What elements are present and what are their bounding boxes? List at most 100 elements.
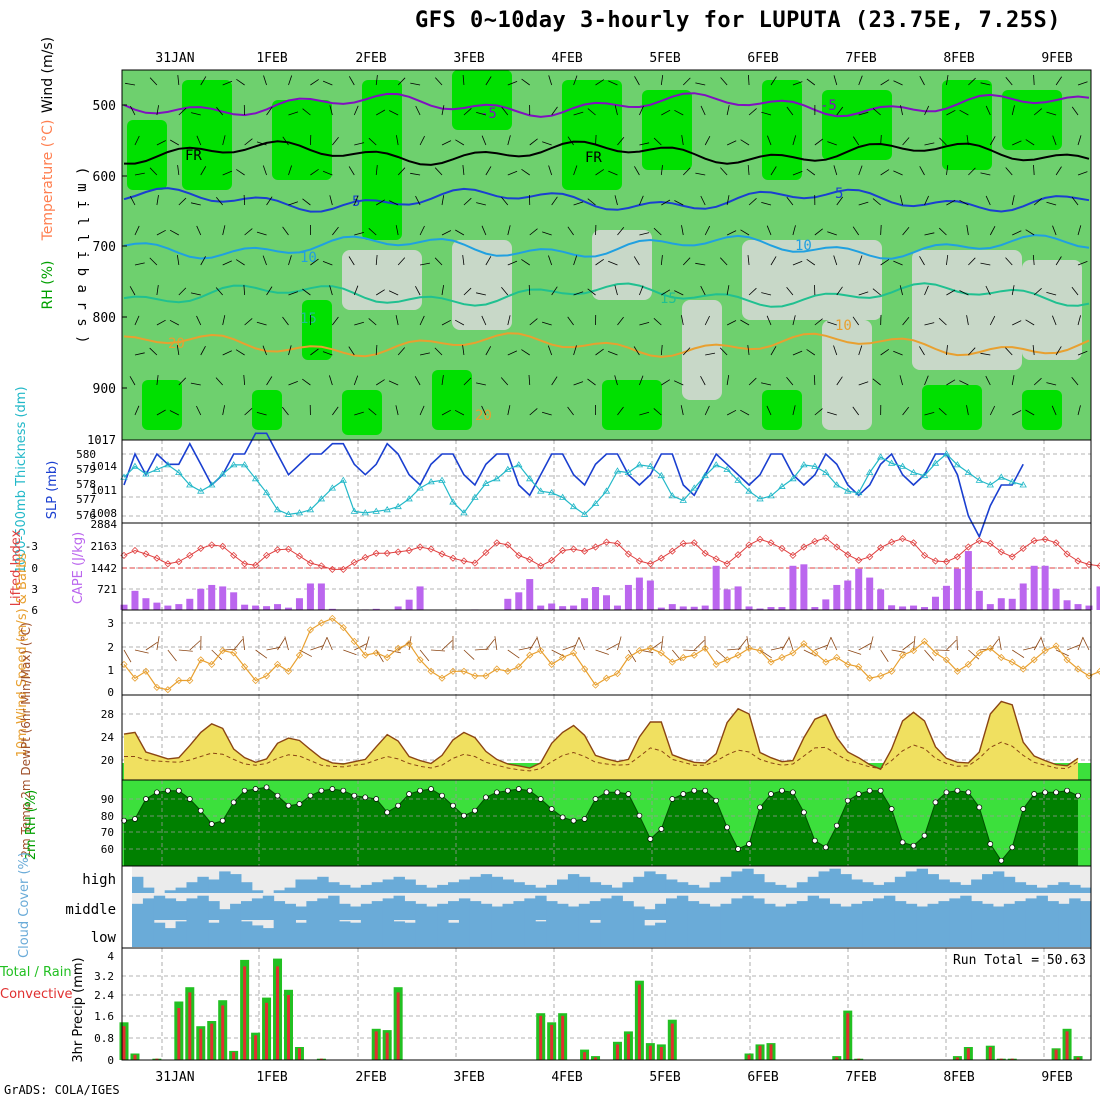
cloud-cell-low: [535, 921, 547, 947]
li-marker: [953, 553, 961, 561]
wind-barb: [761, 292, 772, 296]
date-label-top: 3FEB: [453, 51, 484, 66]
wind-barb-10m: [242, 636, 246, 651]
cloud-cell-middle: [240, 901, 253, 920]
wind-barb: [792, 405, 796, 416]
contour-label: -5: [820, 98, 837, 114]
precip-convective-bar: [648, 1045, 652, 1060]
wind-barb: [329, 285, 333, 296]
wind-barb: [720, 257, 728, 266]
cloud-cell-high: [371, 882, 384, 893]
cloud-cell-low: [862, 920, 874, 947]
cloud-cell-low: [949, 920, 961, 947]
thickness-marker: [394, 502, 402, 510]
wind-barb: [595, 79, 605, 86]
cape-bar: [800, 564, 808, 610]
wind-barb: [395, 405, 399, 416]
li-marker: [855, 556, 863, 564]
date-label-top: 9FEB: [1041, 51, 1072, 66]
wind-barb: [700, 376, 706, 386]
wind-barb: [924, 142, 935, 146]
wind-barb: [653, 408, 662, 416]
wind-speed-marker: [624, 653, 632, 662]
wind-barb: [587, 288, 596, 296]
wind-barb-10m: [814, 644, 829, 651]
cape-tick: 2884: [91, 518, 118, 531]
wind-barb: [551, 106, 558, 116]
cloud-cell-middle: [197, 895, 209, 920]
wind-barb: [924, 375, 929, 386]
li-marker: [153, 554, 161, 562]
cloud-cell-high: [360, 884, 373, 893]
thickness-marker: [558, 493, 567, 500]
date-label-bottom: 31JAN: [155, 1070, 194, 1085]
li-marker: [800, 543, 808, 551]
cape-bar: [811, 607, 819, 610]
cape-bar: [372, 608, 380, 610]
cape-bar: [657, 607, 665, 610]
rh-marker: [384, 809, 391, 816]
wind-barb: [786, 106, 794, 116]
cloud-cell-middle: [971, 901, 983, 920]
cloud-cell-middle: [731, 898, 743, 920]
wind-barb: [281, 406, 289, 416]
wind-barb: [1052, 315, 1057, 326]
cloud-cell-high: [458, 879, 471, 893]
wind-barb: [946, 109, 956, 116]
cloud-cell-middle: [982, 903, 994, 920]
slp-tick: 1008: [91, 507, 118, 520]
thickness-marker: [844, 487, 852, 494]
wind-barb: [388, 380, 399, 386]
wind-speed-marker: [317, 619, 325, 627]
rh-marker: [428, 786, 434, 792]
cape-tick: 721: [97, 583, 117, 596]
thickness-marker: [865, 468, 874, 475]
slp-line: [123, 432, 1024, 539]
rh-marker: [998, 857, 1005, 864]
wind-barb: [614, 105, 618, 116]
wind-speed-marker: [778, 653, 786, 662]
wind-speed-marker: [855, 663, 863, 671]
wind-barb-10m: [408, 636, 412, 651]
rh-marker: [866, 787, 873, 794]
wind-barb: [836, 106, 844, 116]
li-marker: [252, 561, 260, 569]
cloud-cell-low: [415, 920, 427, 947]
wind-tick: 2: [107, 641, 114, 654]
cape-bar: [306, 583, 314, 610]
cloud-cell-low: [132, 920, 144, 947]
cloud-cell-low: [992, 920, 1005, 947]
rh-marker: [450, 802, 456, 809]
rh-tick: 90: [101, 793, 114, 806]
wind-barb: [639, 195, 644, 206]
wind-barb: [899, 375, 903, 386]
dewpoint-line: [124, 741, 1079, 772]
rh-marker: [296, 801, 303, 807]
wind-barb: [893, 80, 903, 86]
cloud-cell-high: [916, 868, 929, 893]
wind-barb: [156, 409, 166, 416]
cloud-cell-low: [1025, 920, 1038, 947]
cloud-cell-high: [480, 874, 493, 893]
cloud-cell-middle: [873, 898, 885, 920]
wind-barb: [607, 351, 618, 356]
rh-marker: [340, 787, 347, 794]
precip-frame: [121, 947, 1092, 1061]
wind-barb-10m: [746, 636, 750, 651]
precip-convective-bar: [133, 1054, 137, 1060]
rh-marker: [932, 799, 939, 806]
wind-speed-marker: [844, 660, 852, 668]
cape-bar: [175, 604, 183, 610]
cloud-cell-high: [927, 874, 939, 893]
cloud-cell-middle: [415, 903, 427, 920]
cloud-cell-middle: [1069, 898, 1081, 920]
wind-speed-marker: [1063, 656, 1071, 664]
wind-barb: [302, 288, 311, 296]
cape-bar: [317, 583, 325, 610]
cape-bar: [1063, 600, 1071, 610]
wind-barb: [419, 352, 430, 356]
wind-barb: [899, 285, 903, 296]
li-marker: [405, 546, 413, 555]
rh-marker: [735, 846, 741, 852]
wind-barb: [852, 406, 860, 416]
